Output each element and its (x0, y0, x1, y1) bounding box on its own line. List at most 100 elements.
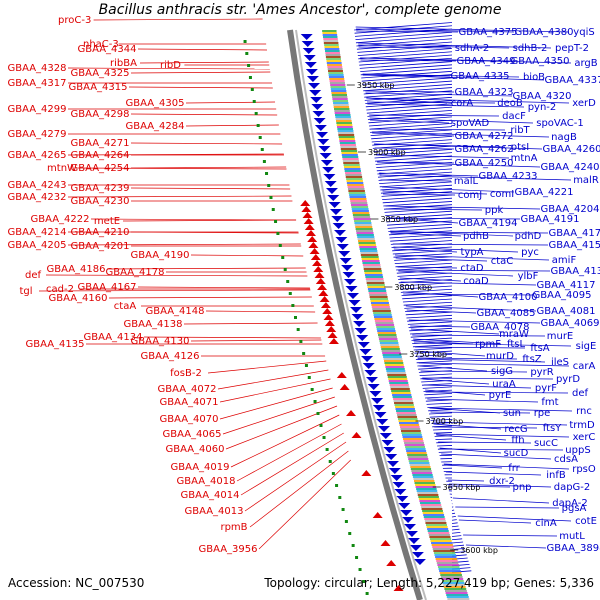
feature-segment (378, 338, 398, 340)
strand-line (421, 383, 453, 386)
feature-segment (396, 410, 416, 412)
feature-segment (342, 160, 360, 162)
right-gene-label: murE (547, 331, 574, 342)
left-label-connector (219, 378, 331, 403)
gc-dot (288, 292, 292, 295)
strand-line (379, 181, 453, 188)
gc-dot (296, 328, 300, 331)
feature-segment (340, 148, 357, 150)
kbp-label: 3950 kbp (357, 81, 395, 90)
left-gene-label: GBAA_4264 (70, 150, 129, 161)
strand-line (398, 279, 453, 284)
reverse-gene-arrow (300, 200, 311, 206)
feature-segment (389, 384, 409, 386)
feature-segment (421, 506, 442, 508)
left-gene-label: GBAA_4060 (165, 444, 224, 455)
forward-gene-arrow (354, 328, 367, 334)
strand-line (408, 324, 453, 328)
right-gene-label: trmD (569, 420, 595, 431)
forward-gene-arrow (390, 475, 403, 481)
right-label-connector (414, 346, 526, 349)
forward-gene-arrow (359, 349, 372, 355)
feature-segment (386, 370, 406, 372)
gc-dot (351, 544, 355, 547)
gc-dot (256, 124, 260, 127)
right-label-connector (372, 131, 550, 138)
strand-line (388, 230, 453, 236)
feature-segment (384, 364, 404, 366)
right-gene-label: GBAA_4078 (470, 322, 529, 333)
feature-segment (437, 566, 460, 568)
feature-segment (405, 446, 426, 448)
right-gene-label: ptsI (511, 142, 529, 153)
right-gene-label: GBAA_4350 (510, 56, 569, 67)
strand-line (451, 525, 459, 528)
feature-segment (393, 398, 413, 400)
strand-line (411, 337, 453, 341)
feature-segment (411, 472, 433, 474)
forward-gene-arrow (381, 440, 394, 446)
feature-segment (406, 450, 427, 452)
forward-gene-arrow (396, 496, 409, 502)
strand-line (391, 243, 453, 248)
feature-segment (365, 276, 384, 278)
strand-line (432, 425, 453, 428)
feature-segment (392, 396, 412, 398)
right-label-connector (387, 217, 459, 224)
forward-gene-arrow (301, 41, 314, 47)
strand-line (387, 220, 453, 226)
feature-segment (424, 520, 446, 522)
feature-segment (374, 316, 393, 318)
right-label-connector (408, 319, 541, 324)
gc-dot (248, 76, 252, 79)
strand-line (425, 396, 453, 399)
feature-segment (343, 162, 360, 164)
forward-gene-arrow (405, 531, 418, 537)
reverse-gene-arrow (328, 338, 339, 344)
left-gene-label: GBAA_4160 (48, 293, 107, 304)
right-label-connector (418, 362, 570, 367)
forward-gene-arrow (398, 503, 411, 509)
strand-line (429, 415, 453, 418)
right-gene-label: GBAA_4100 (478, 292, 537, 303)
left-gene-label: tgl (19, 286, 32, 297)
feature-segment (341, 152, 358, 154)
left-label-connector (185, 101, 276, 104)
strand-line (359, 57, 453, 66)
feature-segment (428, 532, 450, 534)
right-gene-label: comJ (458, 190, 482, 201)
kbp-label: 3700 kbp (426, 417, 464, 426)
right-gene-label: GBAA_4262 (454, 144, 513, 155)
right-gene-label: rpmF (475, 339, 501, 350)
forward-gene-arrow (304, 62, 317, 68)
left-gene-label: GBAA_4014 (180, 490, 239, 501)
forward-gene-arrow (336, 244, 349, 250)
feature-segment (341, 154, 358, 156)
feature-segment (341, 150, 358, 152)
strand-line (368, 119, 453, 127)
right-gene-label: GBAA_4095 (532, 290, 591, 301)
right-label-connector (369, 119, 450, 124)
feature-segment (371, 304, 390, 306)
feature-segment (337, 130, 354, 132)
left-label-connectors (38, 18, 351, 550)
reverse-gene-arrow (304, 224, 315, 230)
strand-line (355, 28, 453, 37)
feature-segment (408, 460, 429, 462)
right-gene-label: pyn-2 (528, 102, 557, 113)
right-gene-label: xerD (572, 98, 596, 109)
right-label-connector (392, 243, 549, 246)
feature-segment (390, 386, 410, 388)
feature-segment (407, 456, 428, 458)
feature-segment (388, 378, 408, 380)
strand-line (390, 236, 453, 242)
strand-line (362, 77, 453, 85)
left-gene-label: GBAA_4328 (7, 63, 66, 74)
strand-line (420, 376, 453, 380)
feature-segment (361, 256, 379, 258)
left-gene-label: GBAA_4299 (7, 104, 66, 115)
forward-gene-arrow (342, 272, 355, 278)
right-gene-label: pdhD (515, 231, 542, 242)
feature-segment (337, 128, 354, 130)
left-gene-label: mtnW (47, 163, 77, 174)
